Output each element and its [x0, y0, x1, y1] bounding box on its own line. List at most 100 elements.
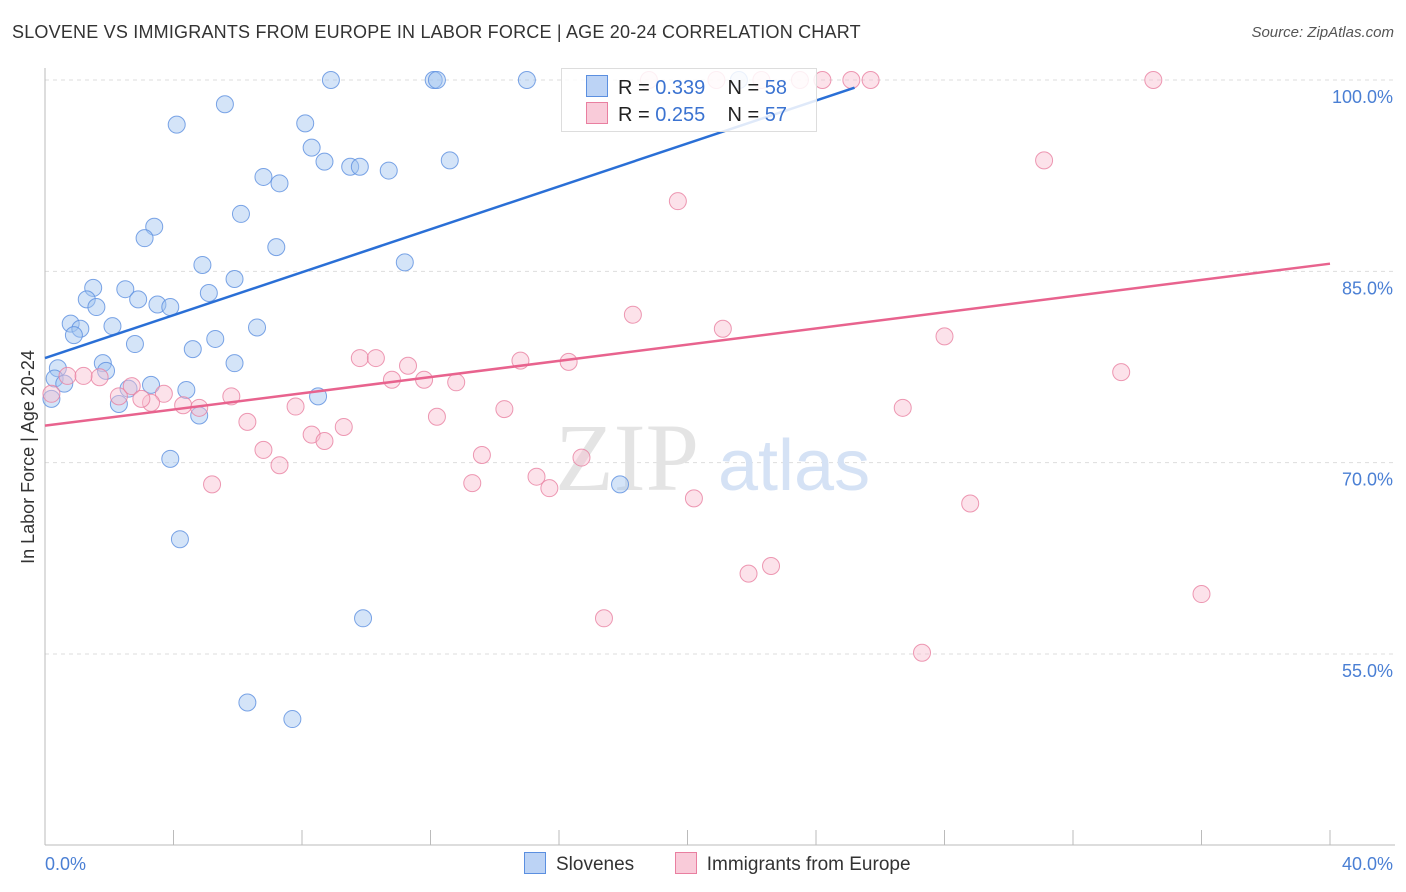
trendline-immigrants — [44, 262, 1331, 427]
point-slovenes — [315, 152, 334, 171]
point-immigrants — [540, 479, 559, 498]
point-immigrants — [1112, 363, 1131, 382]
watermark-atlas: atlas — [718, 426, 870, 506]
point-slovenes — [119, 379, 138, 398]
y-tick-label: 100.0% — [1332, 87, 1393, 107]
point-immigrants — [713, 319, 732, 338]
point-slovenes — [321, 71, 340, 89]
point-immigrants — [315, 431, 334, 450]
bottom-legend: Slovenes Immigrants from Europe — [524, 852, 911, 876]
point-immigrants — [684, 489, 703, 508]
point-immigrants — [122, 377, 141, 396]
point-slovenes — [145, 217, 164, 236]
point-immigrants — [961, 494, 980, 513]
legend-r-label: R = — [618, 104, 656, 126]
point-immigrants — [174, 396, 193, 415]
legend: R = 0.339 N = 58 R = 0.255 N = 57 — [561, 68, 817, 132]
point-slovenes — [167, 115, 186, 134]
legend-n-label: N = — [727, 77, 765, 99]
point-slovenes — [183, 340, 202, 359]
legend-r-label: R = — [618, 77, 656, 99]
point-immigrants — [527, 467, 546, 486]
point-immigrants — [495, 400, 514, 419]
point-slovenes — [161, 449, 180, 468]
point-slovenes — [87, 298, 106, 317]
point-slovenes — [71, 319, 90, 338]
point-slovenes — [267, 238, 286, 257]
point-slovenes — [135, 229, 154, 248]
point-immigrants — [739, 564, 758, 583]
legend-swatch-blue — [524, 852, 546, 874]
point-immigrants — [286, 397, 305, 416]
point-slovenes — [193, 255, 212, 274]
point-immigrants — [913, 643, 932, 662]
point-immigrants — [893, 398, 912, 417]
legend-n-label: N = — [727, 104, 765, 126]
point-slovenes — [103, 317, 122, 336]
point-slovenes — [142, 375, 161, 394]
point-immigrants — [861, 71, 880, 89]
point-slovenes — [611, 475, 630, 494]
legend-n-value: 57 — [764, 104, 788, 126]
point-slovenes — [296, 114, 315, 133]
legend-label-slovenes: Slovenes — [556, 854, 635, 875]
x-tick-label: 0.0% — [45, 854, 86, 874]
chart-source: Source: ZipAtlas.com — [1251, 24, 1394, 41]
watermark-zip: ZIP — [555, 404, 699, 511]
trendline-slovenes — [44, 86, 855, 360]
x-tick-label: 40.0% — [1342, 854, 1393, 874]
point-slovenes — [84, 278, 103, 297]
legend-swatch-blue — [586, 75, 608, 97]
point-slovenes — [215, 95, 234, 114]
point-immigrants — [90, 368, 109, 387]
point-immigrants — [1035, 151, 1054, 170]
point-immigrants — [559, 352, 578, 371]
point-slovenes — [395, 253, 414, 272]
legend-label-immigrants: Immigrants from Europe — [706, 854, 911, 875]
point-immigrants — [935, 327, 954, 346]
point-immigrants — [334, 417, 353, 436]
point-slovenes — [42, 389, 61, 408]
point-slovenes — [427, 71, 446, 89]
point-immigrants — [594, 609, 613, 628]
point-slovenes — [341, 157, 360, 176]
point-immigrants — [762, 556, 781, 575]
point-immigrants — [270, 456, 289, 475]
point-immigrants — [842, 71, 861, 89]
point-immigrants — [572, 448, 591, 467]
point-immigrants — [238, 412, 257, 431]
point-slovenes — [254, 167, 273, 186]
point-slovenes — [350, 157, 369, 176]
point-slovenes — [302, 138, 321, 157]
legend-item-immigrants: R = 0.255 N = 57 — [586, 102, 787, 127]
point-immigrants — [1144, 71, 1163, 89]
point-slovenes — [129, 290, 148, 309]
point-slovenes — [238, 693, 257, 712]
point-immigrants — [447, 373, 466, 392]
point-slovenes — [125, 335, 144, 354]
point-immigrants — [623, 305, 642, 324]
legend-item-slovenes: R = 0.339 N = 58 — [586, 75, 787, 100]
legend-r-value: 0.339 — [655, 77, 706, 99]
point-slovenes — [109, 394, 128, 413]
point-slovenes — [225, 354, 244, 373]
point-slovenes — [48, 359, 67, 378]
legend-n-value: 58 — [764, 77, 788, 99]
point-slovenes — [77, 290, 96, 309]
chart-title: SLOVENE VS IMMIGRANTS FROM EUROPE IN LAB… — [12, 22, 861, 42]
point-slovenes — [517, 71, 536, 89]
y-axis-label: In Labor Force | Age 20-24 — [18, 350, 38, 564]
point-slovenes — [170, 530, 189, 549]
point-immigrants — [472, 446, 491, 465]
point-slovenes — [97, 361, 116, 380]
point-immigrants — [203, 475, 222, 494]
point-slovenes — [379, 161, 398, 180]
point-immigrants — [399, 356, 418, 375]
point-slovenes — [225, 269, 244, 288]
point-slovenes — [116, 280, 135, 299]
point-immigrants — [1192, 585, 1211, 604]
point-slovenes — [283, 710, 302, 729]
point-slovenes — [248, 318, 267, 337]
legend-r-value: 0.255 — [655, 104, 706, 126]
